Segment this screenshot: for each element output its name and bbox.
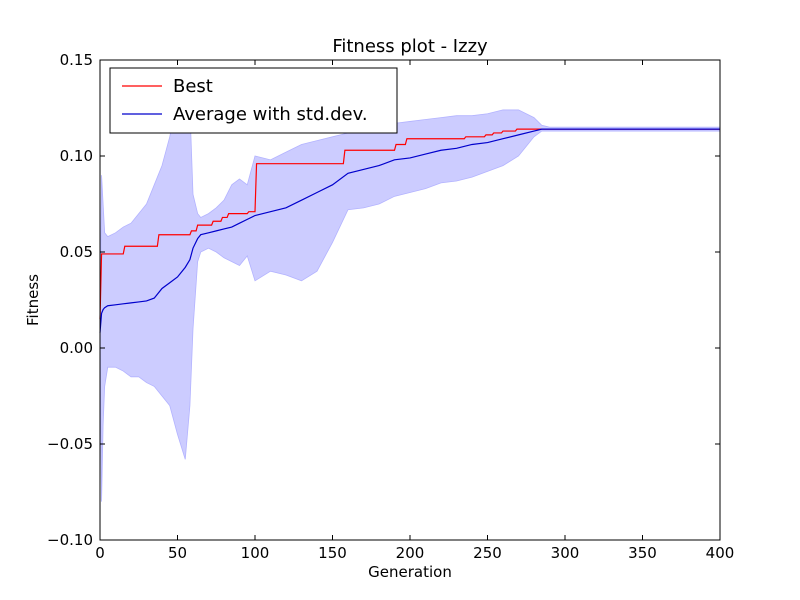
x-tick-label: 50 [168, 544, 187, 562]
axis-ticks: 0 50 100 150 200 250 300 350 400 −0.10 −0.05 0.00 0.… [47, 51, 734, 562]
y-tick-label: 0.10 [60, 147, 93, 165]
legend-box [109, 67, 398, 134]
legend-label-best: Best [173, 76, 213, 97]
x-axis-label: Generation [368, 563, 452, 581]
x-tick-label: 0 [95, 544, 105, 562]
y-tick-label: 0.15 [60, 51, 93, 69]
chart-title: Fitness plot - Izzy [332, 36, 488, 57]
y-tick-label: 0.05 [60, 243, 93, 261]
y-tick-label: 0.00 [60, 339, 93, 357]
x-tick-label: 250 [473, 544, 502, 562]
x-tick-label: 150 [318, 544, 347, 562]
series-line-average [99, 128, 720, 333]
series-line-best [99, 128, 720, 320]
x-tick-label: 100 [241, 544, 270, 562]
legend-label-average: Average with std.dev. [173, 104, 368, 125]
y-tick-label: −0.05 [47, 435, 93, 453]
y-tick-label: −0.10 [47, 531, 93, 549]
x-tick-label: 400 [706, 544, 735, 562]
y-axis-label: Fitness [24, 274, 42, 326]
x-tick-label: 350 [628, 544, 657, 562]
legend: Best Average with std.dev. [109, 67, 398, 134]
x-tick-label: 200 [396, 544, 425, 562]
x-tick-label: 300 [551, 544, 580, 562]
